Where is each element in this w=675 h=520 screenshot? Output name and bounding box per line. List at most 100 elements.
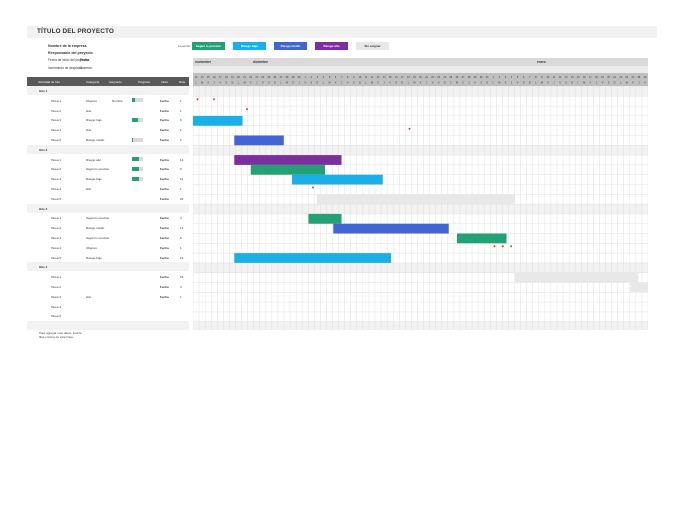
task-category[interactable]: Riesgo medio [86,138,105,142]
table-row[interactable]: Tarea 3 Hito Fecha 1 [27,292,189,301]
task-category[interactable]: Riesgo bajo [86,255,102,260]
task-start[interactable]: Fecha [160,226,169,231]
milestone-marker [501,245,504,248]
table-row[interactable]: Tarea 2 Según lo previsto Fecha 9 [27,164,189,173]
task-category[interactable]: Riesgo bajo [86,118,102,123]
task-category[interactable]: Hito [86,187,92,191]
task-days[interactable]: 13 [180,157,184,162]
day-number: 24 [443,76,446,79]
task-days[interactable]: 11 [180,177,184,182]
milestone-row[interactable]: Hito 1 [27,86,189,95]
task-start[interactable]: Fecha [160,196,169,201]
task-days[interactable]: 15 [180,275,184,280]
task-start[interactable]: Fecha [160,167,169,172]
task-start[interactable]: Fecha [160,216,169,221]
task-category[interactable]: Riesgo medio [86,226,105,231]
task-category[interactable]: Riesgo alto [86,157,102,162]
task-start[interactable]: Fecha [160,245,169,250]
task-start[interactable]: Fecha [160,128,169,133]
table-row[interactable]: Tarea 2 Riesgo medio Fecha 14 [27,223,189,232]
task-days[interactable]: 3 [180,285,182,289]
task-days[interactable]: 14 [180,226,184,231]
table-row[interactable] [27,321,189,331]
project-manager[interactable]: Responsable del proyecto [48,51,93,55]
task-days[interactable]: 1 [180,294,182,299]
gantt-bar-low [234,253,392,263]
table-row[interactable]: Tarea 3 Riesgo bajo Fecha 11 [27,174,189,183]
task-days[interactable]: 9 [180,167,182,172]
table-row[interactable]: Tarea 4 [27,302,189,311]
table-row[interactable]: Tarea 5 Riesgo bajo Fecha 19 [27,253,189,262]
task-start[interactable]: Fecha [160,285,169,289]
task-start[interactable]: Fecha [160,98,169,103]
milestone-row[interactable]: Hito 4 [27,262,189,272]
task-category[interactable]: Según lo previsto [86,216,110,221]
task-start[interactable]: Fecha [160,177,169,182]
table-row[interactable]: Tarea 5 Riesgo medio Fecha 6 [27,135,189,144]
task-start[interactable]: Fecha [160,157,169,162]
task-days[interactable]: 1 [180,245,182,250]
task-start[interactable]: Fecha [160,108,169,113]
day-number: 27 [280,76,283,79]
table-row[interactable]: Tarea 1 Riesgo alto Fecha 13 [27,155,189,164]
table-row[interactable]: Tarea 4 Hito Fecha 1 [27,125,189,134]
milestone-row[interactable]: Hito 3 [27,203,189,213]
task-category[interactable]: Hito [86,128,92,133]
table-row[interactable]: Tarea 5 [27,311,189,320]
weekday-letter: J [638,82,640,85]
col-assigned: Asignado [109,80,122,84]
task-start[interactable]: Fecha [160,236,169,240]
task-start[interactable]: Fecha [160,187,169,191]
task-days[interactable]: 6 [180,118,182,123]
task-days[interactable]: 1 [180,108,182,113]
task-start[interactable]: Fecha [160,294,169,299]
table-row[interactable]: Tarea 2 Fecha 3 [27,282,189,291]
day-number: 13 [195,76,198,79]
task-category[interactable]: Objetivo [86,98,98,103]
table-row[interactable]: Tarea 3 Según lo previsto Fecha 6 [27,233,189,242]
task-days[interactable]: 6 [180,138,182,142]
task-start[interactable]: Fecha [160,275,169,280]
table-row[interactable]: Tarea 3 Riesgo bajo Fecha 6 [27,115,189,124]
task-category[interactable]: Hito [86,108,92,113]
task-start[interactable]: Fecha [160,138,169,142]
task-days[interactable]: 19 [180,255,184,260]
task-days[interactable]: 1 [180,128,182,133]
task-category[interactable]: Objetivo [86,245,98,250]
weekday-letter: D [571,82,573,85]
table-row[interactable]: Tarea 1 Objetivo Nombre Fecha 1 [27,96,189,105]
table-row[interactable]: Tarea 4 Hito Fecha 1 [27,184,189,193]
task-days[interactable]: 6 [180,236,182,240]
weekday-letter: D [444,82,446,85]
task-category[interactable]: Según lo previsto [86,167,110,172]
task-days[interactable]: 1 [180,98,182,103]
weekday-letter: X [462,82,464,85]
task-start[interactable]: Fecha [160,255,169,260]
task-name: Tarea 4 [51,187,62,191]
table-row[interactable]: Tarea 5 Fecha 24 [27,194,189,203]
weekday-letter: S [438,82,440,85]
weekday-letter: L [578,82,580,85]
legend-sin-asignar: Sin asignar [356,42,389,50]
day-number: 4 [511,76,513,79]
table-row[interactable]: Tarea 1 Fecha 15 [27,272,189,281]
task-name: Tarea 1 [51,275,62,280]
task-category[interactable]: Según lo previsto [86,236,110,240]
table-row[interactable]: Tarea 4 Objetivo Fecha 1 [27,243,189,252]
task-days[interactable]: 24 [180,196,184,201]
day-number: 21 [243,76,246,79]
weekday-letter: M [583,82,585,85]
increment-value[interactable]: 0 [80,66,82,70]
task-start[interactable]: Fecha [160,118,169,123]
task-category[interactable]: Riesgo bajo [86,177,102,182]
task-category[interactable]: Hito [86,294,92,299]
task-days[interactable]: 4 [180,216,182,221]
weekday-letter: D [529,82,531,85]
table-row[interactable]: Tarea 1 Según lo previsto Fecha 4 [27,213,189,222]
milestone-row[interactable]: Hito 2 [27,144,189,154]
company-name[interactable]: Nombre de la empresa [48,44,87,48]
table-row[interactable]: Tarea 2 Hito Fecha 1 [27,106,189,115]
task-days[interactable]: 1 [180,187,182,191]
task-assigned[interactable]: Nombre [112,98,123,103]
start-date-value[interactable]: Fecha [80,58,90,62]
